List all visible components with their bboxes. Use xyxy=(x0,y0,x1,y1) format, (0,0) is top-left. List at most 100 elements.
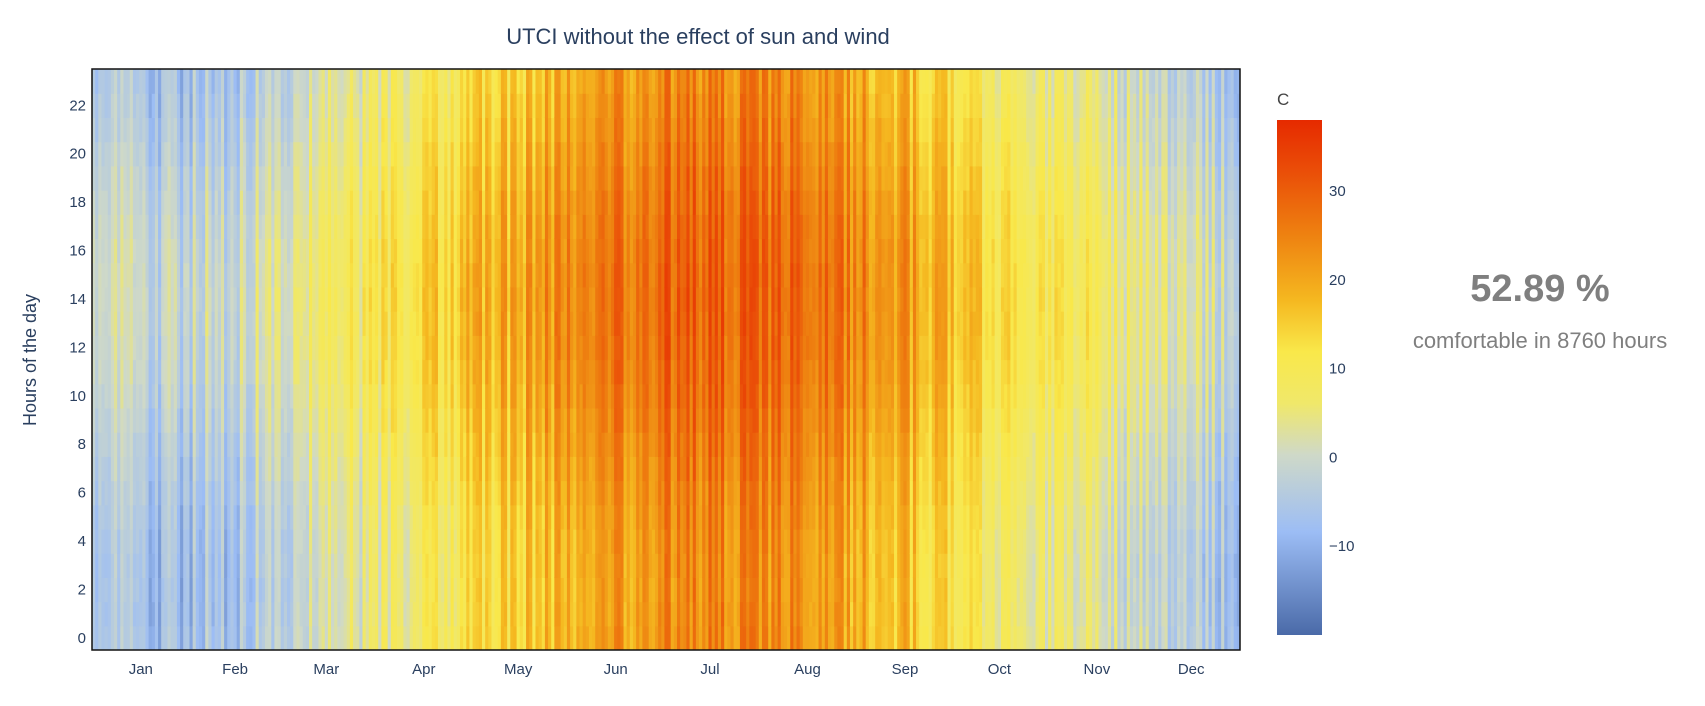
heatmap-cell xyxy=(431,190,436,215)
heatmap-cell xyxy=(730,625,735,650)
heatmap-cell xyxy=(541,601,546,627)
heatmap-cell xyxy=(664,504,669,530)
heatmap-cell xyxy=(274,335,279,361)
heatmap-cell xyxy=(368,480,373,506)
heatmap-cell xyxy=(743,165,747,191)
heatmap-cell xyxy=(661,141,666,167)
heatmap-cell xyxy=(255,286,260,312)
heatmap-cell xyxy=(378,93,382,119)
heatmap-cell xyxy=(327,190,332,215)
heatmap-cell xyxy=(730,69,735,94)
heatmap-cell xyxy=(441,262,445,288)
heatmap-cell xyxy=(346,625,351,650)
heatmap-cell xyxy=(598,311,603,336)
heatmap-cell xyxy=(695,165,700,191)
heatmap-cell xyxy=(236,456,241,482)
heatmap-cell xyxy=(708,480,713,506)
heatmap-cell xyxy=(192,286,197,312)
heatmap-cell xyxy=(494,407,499,433)
heatmap-cell xyxy=(639,601,644,627)
heatmap-cell xyxy=(566,577,571,603)
heatmap-cell xyxy=(161,93,165,119)
heatmap-cell xyxy=(658,311,662,336)
heatmap-cell xyxy=(192,625,197,650)
heatmap-cell xyxy=(296,286,301,312)
heatmap-cell xyxy=(227,165,231,191)
heatmap-cell xyxy=(110,625,115,650)
heatmap-cell xyxy=(287,528,291,554)
heatmap-cell xyxy=(220,141,225,167)
heatmap-cell xyxy=(126,407,131,433)
heatmap-cell xyxy=(529,262,533,288)
heatmap-cell xyxy=(677,214,681,240)
heatmap-cell xyxy=(642,480,647,506)
heatmap-cell xyxy=(129,286,134,312)
heatmap-cell xyxy=(189,262,194,288)
heatmap-cell xyxy=(173,553,178,578)
heatmap-cell xyxy=(242,359,247,385)
heatmap-cell xyxy=(419,625,423,650)
heatmap-cell xyxy=(689,238,694,264)
heatmap-cell xyxy=(183,69,187,94)
heatmap-cell xyxy=(639,141,644,167)
heatmap-cell xyxy=(239,190,244,215)
heatmap-cell xyxy=(478,141,483,167)
heatmap-cell xyxy=(315,577,320,603)
heatmap-cell xyxy=(610,335,615,361)
heatmap-cell xyxy=(551,456,555,482)
heatmap-cell xyxy=(629,577,634,603)
heatmap-cell xyxy=(346,141,351,167)
heatmap-cell xyxy=(208,262,213,288)
heatmap-cell xyxy=(246,69,250,94)
heatmap-cell xyxy=(359,190,364,215)
heatmap-cell xyxy=(576,286,581,312)
heatmap-cell xyxy=(727,93,732,119)
heatmap-cell xyxy=(425,262,430,288)
heatmap-cell xyxy=(362,553,367,578)
heatmap-cell xyxy=(296,480,301,506)
heatmap-cell xyxy=(299,456,304,482)
heatmap-cell xyxy=(343,625,348,650)
heatmap-cell xyxy=(220,528,225,554)
heatmap-cell xyxy=(236,262,241,288)
heatmap-cell xyxy=(450,553,455,578)
heatmap-cell xyxy=(504,383,508,409)
heatmap-cell xyxy=(315,93,320,119)
heatmap-cell xyxy=(271,383,276,409)
heatmap-cell xyxy=(614,286,618,312)
heatmap-cell xyxy=(236,601,241,627)
heatmap-cell xyxy=(167,262,172,288)
heatmap-cell xyxy=(154,601,159,627)
heatmap-cell xyxy=(331,93,335,119)
heatmap-cell xyxy=(661,69,666,94)
heatmap-cell xyxy=(560,335,565,361)
heatmap-cell xyxy=(198,335,203,361)
heatmap-cell xyxy=(92,577,96,603)
heatmap-cell xyxy=(422,335,426,361)
heatmap-cell xyxy=(463,432,467,457)
heatmap-cell xyxy=(246,504,250,530)
heatmap-cell xyxy=(98,286,103,312)
heatmap-cell xyxy=(645,432,650,457)
heatmap-cell xyxy=(280,165,285,191)
heatmap-cell xyxy=(283,238,288,264)
heatmap-cell xyxy=(724,577,728,603)
heatmap-cell xyxy=(365,286,370,312)
heatmap-cell xyxy=(290,528,294,554)
heatmap-cell xyxy=(305,190,310,215)
heatmap-cell xyxy=(249,577,254,603)
heatmap-cell xyxy=(535,432,540,457)
heatmap-cell xyxy=(504,238,508,264)
heatmap-cell xyxy=(327,165,332,191)
heatmap-cell xyxy=(645,456,650,482)
heatmap-cell xyxy=(343,577,348,603)
heatmap-cell xyxy=(538,190,543,215)
heatmap-cell xyxy=(132,553,137,578)
heatmap-cell xyxy=(717,383,722,409)
heatmap-cell xyxy=(610,432,615,457)
heatmap-cell xyxy=(658,383,662,409)
heatmap-cell xyxy=(239,577,244,603)
heatmap-cell xyxy=(692,117,697,143)
heatmap-cell xyxy=(419,165,423,191)
heatmap-cell xyxy=(167,528,172,554)
